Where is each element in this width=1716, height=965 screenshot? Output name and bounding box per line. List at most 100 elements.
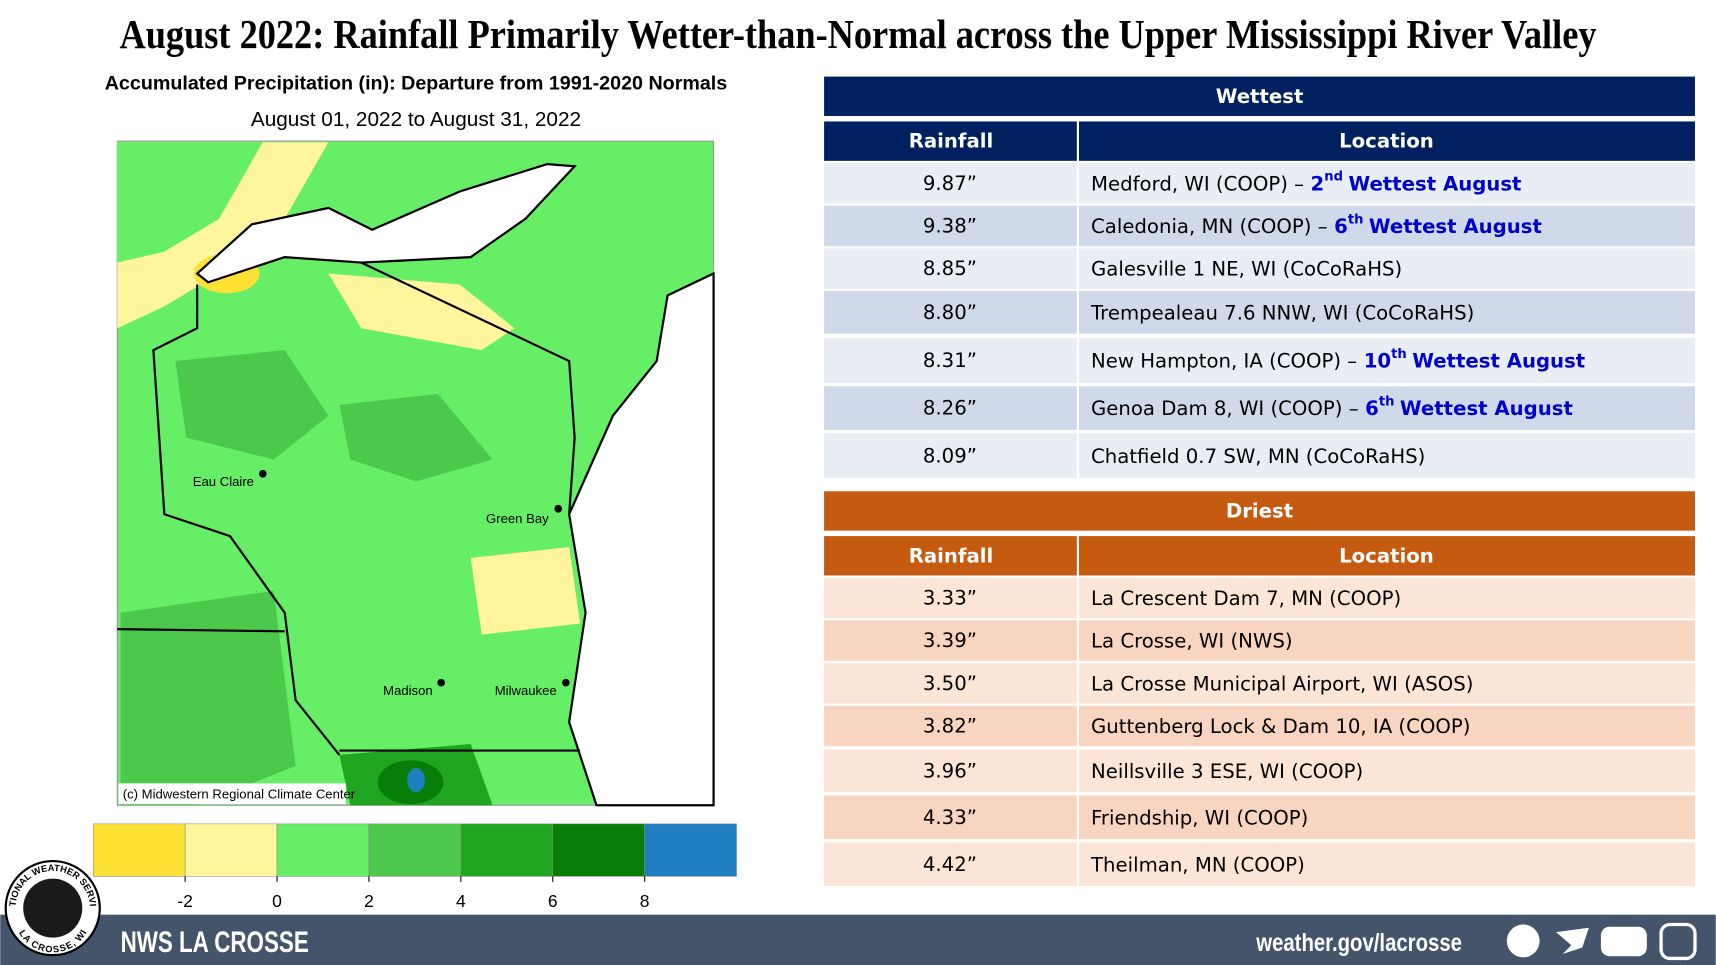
map-heading: Accumulated Precipitation (in): Departur…	[105, 73, 728, 95]
location-text: La Crosse, WI (NWS)	[1091, 629, 1292, 652]
table-cell	[1079, 386, 1695, 430]
rank-note: Wettest August	[1400, 397, 1573, 420]
colorbar-box	[92, 823, 186, 877]
instagram-icon[interactable]	[1659, 922, 1697, 961]
city-dot	[554, 504, 563, 513]
city-dot	[562, 678, 570, 687]
table-cell	[1079, 620, 1695, 661]
rainfall: 8.80”	[923, 301, 977, 324]
location: Neillsville 3 ESE, WI (COOP)	[1091, 759, 1363, 782]
table-cell	[824, 433, 1077, 479]
location: Trempealeau 7.6 NNW, WI (CoCoRaHS)	[1090, 301, 1474, 324]
table-cell	[824, 795, 1077, 840]
header-label: Location	[1339, 544, 1434, 567]
rainfall: 8.26”	[923, 397, 977, 420]
map: (c) Midwestern Regional Climate Center E…	[116, 140, 715, 807]
table-cell	[1079, 248, 1695, 289]
location: Friendship, WI (COOP)	[1091, 806, 1308, 829]
map-credit: (c) Midwestern Regional Climate Center	[123, 787, 356, 802]
header-label: Location	[1339, 130, 1434, 153]
colorbar-label: 2	[364, 891, 374, 911]
table-cell	[824, 620, 1077, 661]
location: Guttenberg Lock & Dam 10, IA (COOP)	[1091, 715, 1470, 738]
rainfall: 3.39”	[923, 629, 977, 652]
logo: NATIONAL WEATHER SERVICE LA CROSSE, WI	[0, 0, 101, 957]
location-text: Theilman, MN (COOP)	[1090, 853, 1305, 876]
rank-suffix: th	[1391, 346, 1407, 361]
location-text: Chatfield 0.7 SW, MN (CoCoRaHS)	[1091, 444, 1425, 467]
table-cell	[824, 842, 1077, 887]
table-cell	[1079, 795, 1695, 840]
facebook-icon[interactable]	[1506, 924, 1540, 958]
lake-superior	[195, 163, 577, 284]
state-border	[152, 284, 341, 756]
location-text: Medford, WI (COOP) –	[1091, 172, 1304, 195]
location-text: Caledonia, MN (COOP) –	[1091, 215, 1328, 238]
rainfall: 4.42”	[923, 853, 977, 876]
table-cell	[1079, 842, 1695, 887]
table-cell	[824, 386, 1077, 430]
table-title: Wettest	[1216, 85, 1304, 108]
table-cell	[1079, 577, 1695, 619]
twitter-icon[interactable]	[1556, 927, 1589, 955]
rainfall: 8.09”	[923, 444, 977, 467]
table-title-bar	[824, 491, 1695, 531]
table-cell	[1079, 663, 1695, 704]
table-cell	[824, 663, 1077, 704]
rainfall: 4.33”	[923, 806, 977, 829]
location-text: Neillsville 3 ESE, WI (COOP)	[1091, 759, 1363, 782]
colorbar-label: 0	[272, 891, 282, 911]
location-text: Friendship, WI (COOP)	[1091, 806, 1308, 829]
table-title-bar	[824, 76, 1695, 116]
wet-area	[407, 768, 425, 793]
city-label: Green Bay	[486, 511, 549, 526]
rainfall: 3.82”	[923, 715, 977, 738]
colorbar-box	[368, 823, 462, 877]
table-cell	[824, 248, 1077, 289]
colorbar-box	[184, 823, 278, 877]
rainfall: 3.96”	[923, 759, 977, 782]
location: New Hampton, IA (COOP) – 10th Wettest Augu…	[1091, 346, 1585, 372]
header-cell	[1079, 536, 1695, 576]
rank: 6	[1334, 215, 1348, 238]
rank: 6	[1365, 397, 1379, 420]
logo-center	[23, 878, 83, 938]
rank: 2	[1311, 172, 1325, 195]
colorbar-label: 8	[640, 891, 650, 911]
location-text: La Crescent Dam 7, MN (COOP)	[1091, 587, 1401, 610]
rank-note: Wettest August	[1369, 215, 1542, 238]
map-dates: August 01, 2022 to August 31, 2022	[251, 108, 581, 131]
logo-top: NATIONAL WEATHER SERVICE	[0, 0, 98, 907]
table-cell	[1079, 205, 1695, 247]
location-text: New Hampton, IA (COOP) –	[1091, 349, 1357, 372]
table-cell	[824, 749, 1077, 793]
wet-area	[175, 350, 329, 460]
legend: -2 0 2 4 6 8	[92, 823, 737, 911]
colorbar-label: -2	[177, 891, 193, 911]
header-label: Rainfall	[909, 544, 994, 567]
youtube-icon[interactable]	[1600, 926, 1647, 957]
location: Medford, WI (COOP) – 2nd Wettest August	[1091, 169, 1521, 195]
wet-area	[117, 142, 263, 263]
rank-suffix: nd	[1324, 169, 1343, 184]
table-cell	[1079, 433, 1695, 479]
location-text: Guttenberg Lock & Dam 10, IA (COOP)	[1091, 715, 1470, 738]
rank-suffix: th	[1379, 394, 1395, 409]
rainfall: 3.33”	[923, 587, 977, 610]
footer-url[interactable]: weather.gov/lacrosse	[1255, 929, 1461, 957]
location: Genoa Dam 8, WI (COOP) – 6th Wettest Augus…	[1091, 394, 1573, 420]
footer-bar	[0, 914, 1716, 965]
location-text: La Crosse Municipal Airport, WI (ASOS)	[1091, 672, 1473, 695]
header-cell	[824, 536, 1077, 576]
table-cell	[824, 163, 1077, 204]
city-label: Eau Claire	[193, 474, 254, 489]
location: La Crosse Municipal Airport, WI (ASOS)	[1091, 672, 1473, 695]
state-border	[117, 261, 581, 752]
header-cell	[1079, 121, 1695, 161]
city-dot	[437, 678, 445, 687]
table-cell	[1079, 338, 1695, 383]
city-label: Madison	[383, 683, 433, 698]
colorbar-box	[644, 823, 737, 877]
location: La Crosse, WI (NWS)	[1091, 629, 1292, 652]
wet-area	[120, 590, 296, 806]
